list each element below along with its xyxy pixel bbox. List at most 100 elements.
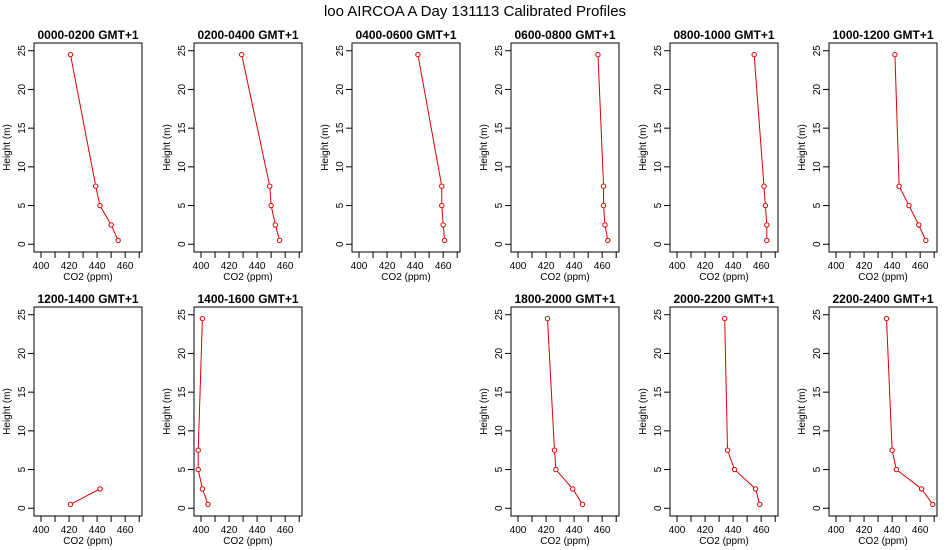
y-axis: 0 5 10 15 20 25 Height (m) bbox=[2, 45, 34, 247]
y-tick-label: 5 bbox=[812, 202, 823, 208]
y-tick-label: 5 bbox=[812, 466, 823, 472]
x-axis: 400 420 440 460 CO2 (ppm) bbox=[669, 516, 776, 547]
y-tick-label: 10 bbox=[812, 425, 823, 437]
y-tick-label: 15 bbox=[335, 122, 346, 134]
x-axis: 400 420 440 460 CO2 (ppm) bbox=[33, 252, 140, 283]
profile-panel: 0200-0400 GMT+1 0 5 10 15 20 25 Height (m) 400 42… bbox=[162, 28, 303, 283]
y-tick-label: 0 bbox=[335, 241, 346, 247]
x-tick-label: 460 bbox=[277, 525, 294, 536]
y-axis: 0 5 10 15 20 25 Height (m) bbox=[638, 45, 670, 247]
data-point bbox=[205, 501, 211, 508]
data-point bbox=[893, 466, 900, 473]
x-tick-label: 420 bbox=[697, 261, 714, 272]
data-point bbox=[276, 237, 283, 244]
data-point bbox=[115, 237, 121, 244]
y-tick-label: 20 bbox=[494, 83, 505, 95]
data-point bbox=[199, 486, 206, 492]
x-tick-label: 460 bbox=[117, 261, 134, 272]
y-tick-label: 20 bbox=[653, 347, 664, 359]
data-point bbox=[67, 501, 74, 508]
data-point bbox=[930, 501, 936, 508]
data-point bbox=[889, 447, 895, 453]
data-point bbox=[731, 466, 738, 473]
y-tick-label: 15 bbox=[17, 386, 28, 398]
y-tick-label: 25 bbox=[494, 309, 505, 321]
data-point bbox=[918, 486, 925, 492]
data-point bbox=[757, 501, 763, 508]
x-tick-label: 460 bbox=[912, 525, 929, 536]
data-point bbox=[570, 486, 576, 492]
x-tick-label: 400 bbox=[669, 261, 686, 272]
y-tick-label: 0 bbox=[17, 505, 28, 511]
y-axis-label: Height (m) bbox=[638, 388, 649, 435]
y-tick-label: 15 bbox=[653, 386, 664, 398]
y-axis: 0 5 10 15 20 25 Height (m) bbox=[638, 309, 670, 511]
data-point bbox=[268, 202, 274, 209]
y-tick-label: 10 bbox=[177, 161, 188, 173]
y-tick-label: 0 bbox=[17, 241, 28, 247]
data-point bbox=[600, 183, 607, 189]
data-point bbox=[195, 447, 201, 453]
profile-segment bbox=[70, 57, 96, 184]
y-tick-label: 0 bbox=[177, 241, 188, 247]
y-tick-label: 20 bbox=[494, 347, 505, 359]
profile-segment bbox=[557, 471, 572, 488]
data-point bbox=[272, 222, 279, 228]
x-tick-label: 420 bbox=[61, 525, 78, 536]
data-point bbox=[602, 222, 608, 228]
panel-title: 0600-0800 GMT+1 bbox=[514, 28, 615, 42]
plot-frame bbox=[510, 42, 620, 253]
y-axis: 0 5 10 15 20 25 Height (m) bbox=[797, 45, 829, 247]
data-point bbox=[916, 222, 922, 228]
figure-title: loo AIRCOA A Day 131113 Calibrated Profi… bbox=[324, 3, 626, 20]
y-tick-label: 25 bbox=[653, 45, 664, 57]
y-tick-label: 20 bbox=[17, 83, 28, 95]
data-point bbox=[440, 222, 446, 228]
data-point bbox=[923, 237, 929, 244]
panel-title: 0800-1000 GMT+1 bbox=[673, 28, 774, 42]
profile-segment bbox=[886, 321, 893, 448]
profile-segment bbox=[765, 208, 768, 223]
x-axis-label: CO2 (ppm) bbox=[699, 272, 748, 283]
x-tick-label: 420 bbox=[221, 525, 238, 536]
profile-segment bbox=[899, 188, 909, 204]
y-tick-label: 20 bbox=[653, 83, 664, 95]
plot-frame bbox=[828, 306, 938, 517]
profile-panel: 0400-0600 GMT+1 0 5 10 15 20 25 Height (m) 400 42… bbox=[320, 28, 461, 283]
y-axis-label: Height (m) bbox=[797, 388, 808, 435]
x-tick-label: 440 bbox=[725, 261, 742, 272]
plot-frame bbox=[193, 42, 303, 253]
profile-segment bbox=[597, 57, 604, 184]
y-tick-label: 5 bbox=[653, 466, 664, 472]
x-axis-label: CO2 (ppm) bbox=[858, 536, 907, 547]
y-tick-label: 5 bbox=[177, 466, 188, 472]
data-point bbox=[544, 315, 551, 322]
data-point bbox=[722, 315, 728, 322]
profile-segment bbox=[547, 321, 555, 448]
panel-title: 1200-1400 GMT+1 bbox=[37, 292, 138, 306]
y-tick-label: 10 bbox=[653, 425, 664, 437]
profile-segment bbox=[269, 188, 272, 203]
x-axis: 400 420 440 460 CO2 (ppm) bbox=[828, 252, 935, 283]
profile-panel: 1800-2000 GMT+1 0 5 10 15 20 25 Height (m) 400 42… bbox=[479, 292, 620, 547]
data-point bbox=[752, 486, 759, 492]
profile-segment bbox=[197, 321, 203, 448]
x-tick-label: 400 bbox=[33, 261, 50, 272]
y-tick-label: 10 bbox=[494, 161, 505, 173]
profile-segment bbox=[442, 227, 445, 238]
y-axis-label: Height (m) bbox=[2, 124, 13, 171]
y-tick-label: 15 bbox=[177, 122, 188, 134]
y-axis-label: Height (m) bbox=[320, 124, 331, 171]
panel-title: 2200-2400 GMT+1 bbox=[832, 292, 933, 306]
profile-segment bbox=[724, 321, 728, 448]
y-tick-label: 10 bbox=[17, 161, 28, 173]
data-point bbox=[906, 202, 912, 209]
x-tick-label: 440 bbox=[884, 525, 901, 536]
y-axis: 0 5 10 15 20 25 Height (m) bbox=[479, 309, 511, 511]
x-tick-label: 420 bbox=[856, 261, 873, 272]
y-axis-label: Height (m) bbox=[162, 388, 173, 435]
x-axis-label: CO2 (ppm) bbox=[858, 272, 907, 283]
y-tick-label: 25 bbox=[177, 309, 188, 321]
y-tick-label: 20 bbox=[812, 347, 823, 359]
profile-segment bbox=[275, 227, 280, 239]
